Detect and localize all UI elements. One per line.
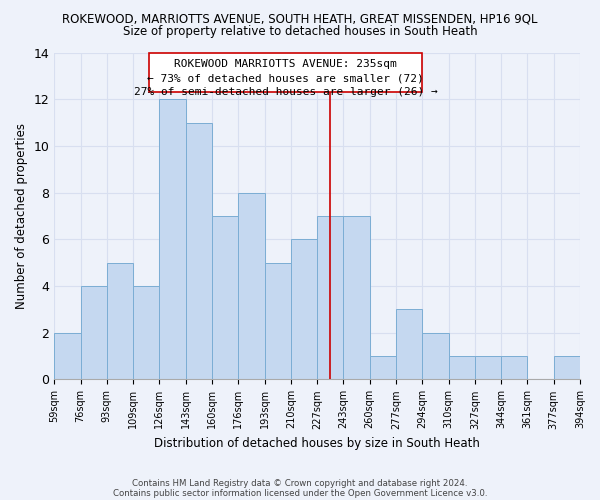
Bar bbox=[133, 286, 160, 380]
Bar bbox=[317, 216, 343, 380]
Bar bbox=[422, 332, 449, 380]
Bar bbox=[80, 286, 107, 380]
Text: 27% of semi-detached houses are larger (26) →: 27% of semi-detached houses are larger (… bbox=[134, 87, 437, 97]
Bar bbox=[212, 216, 238, 380]
X-axis label: Distribution of detached houses by size in South Heath: Distribution of detached houses by size … bbox=[154, 437, 480, 450]
Bar bbox=[238, 192, 265, 380]
Bar bbox=[54, 332, 80, 380]
Bar bbox=[449, 356, 475, 380]
FancyBboxPatch shape bbox=[149, 52, 422, 92]
Text: ROKEWOOD, MARRIOTTS AVENUE, SOUTH HEATH, GREAT MISSENDEN, HP16 9QL: ROKEWOOD, MARRIOTTS AVENUE, SOUTH HEATH,… bbox=[62, 12, 538, 26]
Bar bbox=[107, 262, 133, 380]
Text: Contains public sector information licensed under the Open Government Licence v3: Contains public sector information licen… bbox=[113, 488, 487, 498]
Bar bbox=[291, 240, 317, 380]
Text: ROKEWOOD MARRIOTTS AVENUE: 235sqm: ROKEWOOD MARRIOTTS AVENUE: 235sqm bbox=[174, 59, 397, 69]
Bar bbox=[396, 310, 422, 380]
Bar bbox=[265, 262, 291, 380]
Text: Size of property relative to detached houses in South Heath: Size of property relative to detached ho… bbox=[122, 25, 478, 38]
Bar bbox=[186, 122, 212, 380]
Bar bbox=[554, 356, 580, 380]
Bar bbox=[343, 216, 370, 380]
Bar bbox=[475, 356, 501, 380]
Text: Contains HM Land Registry data © Crown copyright and database right 2024.: Contains HM Land Registry data © Crown c… bbox=[132, 478, 468, 488]
Bar bbox=[501, 356, 527, 380]
Y-axis label: Number of detached properties: Number of detached properties bbox=[15, 123, 28, 309]
Bar bbox=[370, 356, 396, 380]
Bar bbox=[160, 99, 186, 380]
Text: ← 73% of detached houses are smaller (72): ← 73% of detached houses are smaller (72… bbox=[147, 73, 424, 83]
